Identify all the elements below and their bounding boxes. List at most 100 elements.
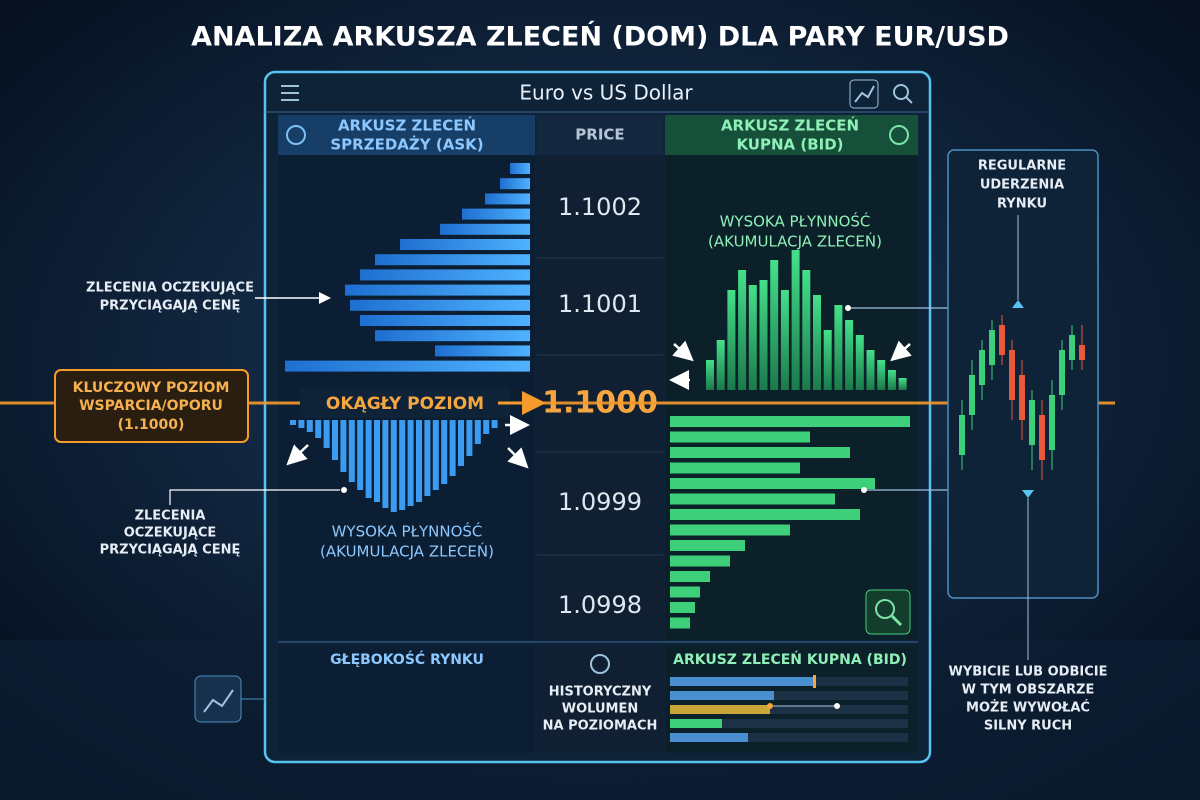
bid-bar — [670, 447, 850, 458]
chart-button[interactable] — [849, 79, 879, 109]
bid-bar — [670, 586, 700, 598]
ask-liquidity-bar — [483, 420, 490, 434]
candle-panel — [947, 149, 1099, 599]
bid-header: KUPNA (BID) — [736, 136, 843, 154]
bid-bar — [670, 555, 730, 567]
annotation: PRZYCIĄGAJĄ CENĘ — [100, 543, 241, 558]
depth-panel — [278, 645, 535, 753]
ask-liquidity-bar — [432, 420, 439, 490]
ask-liquidity-bar — [357, 420, 364, 490]
bid-liquidity-bar — [898, 378, 907, 390]
zoom-icon[interactable] — [865, 589, 911, 635]
bid-liquidity-bar — [866, 350, 875, 390]
bid-liquidity-bar — [855, 335, 864, 390]
bid-bar — [670, 416, 910, 427]
ask-liquidity-bar — [416, 420, 422, 502]
history-label: HISTORYCZNY — [549, 685, 652, 700]
bid-liquidity-bar — [716, 340, 725, 390]
bid-liquidity-label: WYSOKA PŁYNNOŚĆ — [720, 212, 871, 231]
bid-liquidity-bar — [759, 280, 768, 390]
ask-liquidity-bar — [407, 420, 414, 506]
bid-bar — [670, 509, 860, 520]
ask-bar — [375, 330, 530, 342]
breakout-note: SILNY RUCH — [984, 719, 1072, 734]
price-level: 1.1002 — [558, 193, 642, 221]
ask-liquidity-bar — [374, 420, 380, 502]
marker — [1022, 490, 1034, 498]
price-header: PRICE — [575, 126, 624, 144]
ask-bar — [440, 223, 530, 235]
ask-liquidity-bar — [315, 420, 322, 438]
row-lines — [537, 257, 663, 556]
bid-header-bg — [665, 115, 918, 155]
ask-liquidity-bar — [399, 420, 406, 510]
ask-bar — [485, 193, 530, 205]
price-level: 1.1001 — [558, 290, 642, 318]
ask-liquidity-bar — [466, 420, 473, 456]
callout-text: WSPARCIA/OPORU — [79, 398, 223, 414]
marker — [1012, 300, 1024, 308]
leader-dot — [767, 703, 773, 709]
bid-bar — [670, 462, 800, 474]
price-header-bg — [537, 115, 663, 155]
bid-header: ARKUSZ ZLECEŃ — [721, 116, 859, 135]
ask-liquidity-bar — [382, 420, 389, 508]
leader-dot — [341, 487, 347, 493]
bid-liquidity-bar — [748, 285, 757, 390]
ask-liquidity-bar — [474, 420, 481, 444]
depth-title: GŁĘBOKOŚĆ RYNKU — [330, 650, 484, 668]
history-icon[interactable] — [590, 654, 610, 674]
bid-summary-title: ARKUSZ ZLECEŃ KUPNA (BID) — [673, 650, 907, 668]
ask-liquidity-label: WYSOKA PŁYNNOŚĆ — [332, 522, 483, 541]
bid-liquidity-bar — [813, 295, 821, 390]
ask-bar — [360, 315, 530, 326]
bid-liquidity-bar — [738, 270, 747, 390]
ask-liquidity-bar — [332, 420, 338, 460]
ask-liquidity-bar — [298, 420, 305, 428]
ask-liquidity-bar — [290, 420, 296, 425]
bid-bar — [670, 540, 745, 551]
ask-header-bg — [278, 115, 535, 155]
ask-back-icon[interactable] — [286, 125, 306, 145]
ask-liquidity-bar — [491, 420, 498, 428]
ask-liquidity-bar — [449, 420, 456, 476]
bid-liquidity-bar — [845, 320, 854, 390]
leader-dot — [834, 703, 840, 709]
ask-bar — [510, 163, 530, 174]
bid-bar — [670, 431, 810, 443]
ask-bar — [285, 360, 530, 372]
leader-dot — [861, 487, 867, 493]
panel-label: RYNKU — [997, 197, 1047, 212]
price-column — [537, 155, 663, 640]
bid-liquidity-bar — [791, 250, 800, 390]
bid-summary-bars — [670, 675, 908, 742]
panel-header: Euro vs US Dollar — [519, 81, 693, 105]
ask-header: ARKUSZ ZLECEŃ — [338, 116, 476, 135]
ask-bar — [375, 254, 530, 266]
bid-bar — [670, 571, 710, 582]
price-level: 1.0998 — [558, 591, 642, 619]
ask-liquidity-bar — [458, 420, 464, 466]
arrow — [286, 444, 309, 466]
round-level-label: OKĄGŁY POZIOM — [326, 394, 484, 414]
bid-liquidity-bar — [727, 290, 736, 390]
bid-liquidity-bar — [706, 360, 714, 390]
leader-dot — [845, 305, 851, 311]
bid-up-icon[interactable] — [889, 125, 909, 145]
arrow — [890, 340, 912, 362]
candles — [959, 315, 1085, 480]
breakout-note: WYBICIE LUB ODBICIE — [949, 665, 1108, 680]
menu-button[interactable] — [281, 85, 299, 101]
ask-liquidity-bar — [390, 420, 397, 512]
history-label: WOLUMEN — [562, 702, 638, 717]
side-chart-icon[interactable] — [194, 675, 242, 723]
ask-bar — [500, 178, 530, 190]
ask-header: SPRZEDAŻY (ASK) — [330, 135, 483, 154]
bid-liquidity-bar — [834, 305, 843, 390]
bid-liquidity-label: (AKUMULACJA ZLECEŃ) — [708, 232, 882, 251]
ask-bar — [350, 299, 530, 311]
ask-liquidity-bar — [365, 420, 372, 498]
ask-bar — [345, 284, 530, 296]
search-button[interactable] — [893, 84, 913, 104]
